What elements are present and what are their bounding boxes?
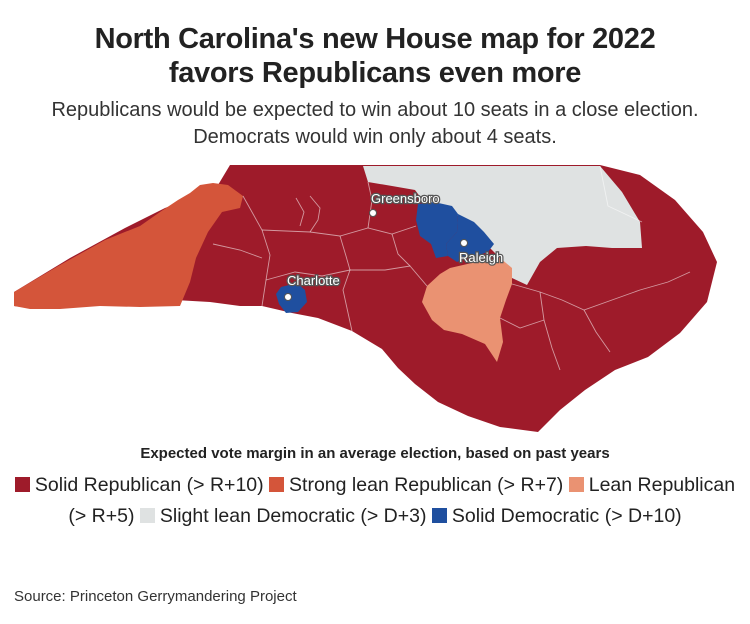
legend-swatch-strong-lean-republican [269,477,285,492]
district-boundaries [212,165,691,371]
subtitle-line-2: Democrats would win only about 4 seats. [193,126,557,148]
legend-item-solid-democratic: Solid Democratic (> D+10) [431,505,682,527]
legend-item-slight-lean-democratic: Slight lean Democratic (> D+3) [139,505,432,527]
charlotte-dot [284,293,292,301]
legend-label-solid-democratic: Solid Democratic (> D+10) [451,505,682,527]
legend-swatch-solid-democratic [431,508,447,523]
title-line-2: favors Republicans even more [168,57,582,89]
chart-subtitle: Republicans would be expected to win abo… [0,97,750,151]
city-label-raleigh: Raleigh [459,250,503,265]
city-marker-charlotte: Charlotte [284,272,341,301]
title-line-1: North Carolina's new House map for 2022 [94,23,656,55]
legend-swatch-slight-lean-democratic [139,508,155,523]
city-label-greensboro: Greensboro [371,191,440,206]
legend-label-slight-lean-democratic: Slight lean Democratic (> D+3) [159,505,427,527]
district-solid-democratic-triad [416,202,458,258]
legend-label-lean-republican: Lean Republican (> R+5) [68,474,736,527]
city-label-charlotte: Charlotte [287,273,340,288]
chart-title: North Carolina's new House map for 2022 … [0,22,750,90]
district-strong-lean-republican [14,183,243,309]
north-carolina-district-map: Greensboro Charlotte Raleigh [14,165,717,432]
legend-label-solid-republican: Solid Republican (> R+10) [34,474,264,496]
subtitle-line-1: Republicans would be expected to win abo… [51,99,699,121]
legend-item-solid-republican: Solid Republican (> R+10) [14,474,269,496]
legend-label-strong-lean-republican: Strong lean Republican (> R+7) [289,474,564,496]
district-slight-lean-democratic [363,166,642,285]
legend: Solid Republican (> R+10) Strong lean Re… [14,470,736,532]
legend-item-lean-republican: Lean Republican (> R+5) [68,474,735,527]
legend-swatch-lean-republican [568,477,584,492]
greensboro-dot [369,209,377,217]
district-solid-democratic-raleigh [446,214,494,262]
raleigh-dot [460,239,468,247]
district-lean-republican [422,258,512,362]
source-note: Source: Princeton Gerrymandering Project [14,588,297,605]
legend-swatch-solid-republican [14,477,30,492]
legend-title: Expected vote margin in an average elect… [140,445,610,462]
city-marker-greensboro: Greensboro [369,190,441,217]
legend-item-strong-lean-republican: Strong lean Republican (> R+7) [269,474,569,496]
city-marker-raleigh: Raleigh [458,239,504,266]
